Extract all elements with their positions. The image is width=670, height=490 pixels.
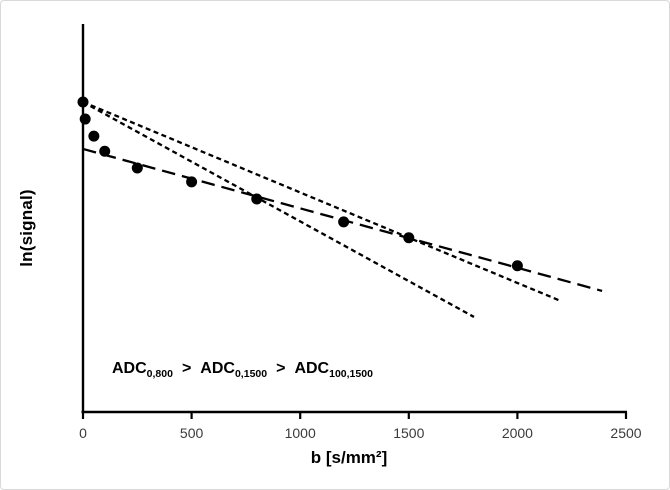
x-tick-label: 500 — [180, 425, 204, 441]
x-tick-label: 2500 — [610, 425, 641, 441]
adc-term-3: ADC100,1500 — [294, 360, 373, 380]
adc-term-3-subscript: 100,1500 — [329, 368, 373, 380]
y-axis-title: ln(signal) — [17, 189, 36, 267]
greater-than-sign: > — [276, 360, 286, 377]
adc-term-2-subscript: 0,1500 — [234, 368, 268, 380]
data-point — [88, 130, 100, 142]
adc-term-1-subscript: 0,800 — [146, 368, 173, 380]
data-point — [403, 232, 415, 244]
greater-than-sign: > — [181, 360, 192, 377]
data-point — [186, 176, 198, 188]
x-tick-label: 1000 — [285, 425, 316, 441]
x-tick-label: 1500 — [393, 425, 424, 441]
data-point — [99, 145, 111, 157]
data-point — [77, 96, 89, 108]
data-point — [79, 113, 91, 125]
fit-line-adc-0-1500 — [82, 100, 562, 303]
adc-annotation: ADC0,800 > ADC0,1500 > ADC100,1500 — [112, 360, 373, 380]
data-point — [131, 162, 143, 174]
adc-term-2: ADC0,1500 — [200, 360, 268, 380]
data-point — [338, 216, 350, 228]
x-tick-label: 2000 — [502, 425, 533, 441]
data-point — [251, 193, 263, 205]
x-axis-title: b [s/mm²] — [310, 448, 388, 467]
x-tick-label: 0 — [79, 425, 87, 441]
fit-line-adc-0-800 — [82, 100, 475, 318]
adc-term-1: ADC0,800 — [112, 360, 173, 380]
data-point — [511, 260, 523, 272]
